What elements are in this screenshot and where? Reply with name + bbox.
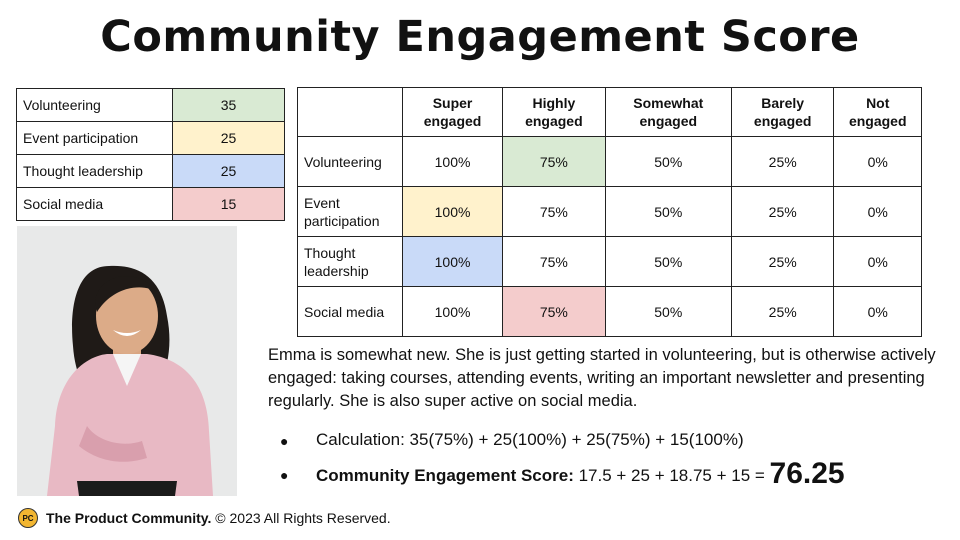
weight-row-thought-leadership: Thought leadership 25	[15, 154, 285, 188]
matrix-cell: 0%	[833, 286, 922, 337]
footer-brand: The Product Community.	[46, 510, 212, 526]
matrix-cell: 25%	[730, 186, 835, 237]
weight-value: 35	[172, 88, 285, 122]
matrix-row-volunteering: Volunteering 100% 75% 50% 25% 0%	[297, 136, 922, 187]
weight-label: Thought leadership	[15, 154, 174, 188]
header-highly-engaged: Highly engaged	[502, 87, 606, 137]
matrix-corner-cell	[297, 87, 403, 137]
header-super-engaged: Super engaged	[401, 87, 504, 137]
header-not-engaged: Not engaged	[833, 87, 922, 137]
matrix-header-row: Super engaged Highly engaged Somewhat en…	[297, 87, 922, 137]
matrix-row-label: Social media	[297, 286, 403, 337]
calculation-text: Calculation: 35(75%) + 25(100%) + 25(75%…	[316, 430, 744, 449]
matrix-cell: 50%	[604, 286, 732, 337]
footer: PC The Product Community. © 2023 All Rig…	[18, 506, 391, 530]
header-barely-engaged: Barely engaged	[730, 87, 835, 137]
weight-label: Event participation	[15, 121, 174, 155]
weight-row-social-media: Social media 15	[15, 187, 285, 221]
matrix-cell: 50%	[604, 136, 732, 187]
engagement-matrix-table: Super engaged Highly engaged Somewhat en…	[297, 87, 922, 337]
matrix-cell-highlighted: 75%	[502, 286, 606, 337]
matrix-cell-highlighted: 75%	[502, 136, 606, 187]
matrix-cell: 50%	[604, 186, 732, 237]
score-value: 76.25	[769, 457, 845, 490]
weight-value: 25	[172, 154, 285, 188]
matrix-cell: 0%	[833, 136, 922, 187]
description-paragraph: Emma is somewhat new. She is just gettin…	[268, 346, 936, 410]
matrix-row-social-media: Social media 100% 75% 50% 25% 0%	[297, 286, 922, 337]
matrix-cell: 75%	[502, 186, 606, 237]
matrix-cell: 0%	[833, 236, 922, 287]
matrix-row-label: Thought leadership	[297, 236, 403, 287]
footer-rights: © 2023 All Rights Reserved.	[211, 510, 391, 526]
matrix-row-thought-leadership: Thought leadership 100% 75% 50% 25% 0%	[297, 236, 922, 287]
matrix-cell: 25%	[730, 236, 835, 287]
weight-label: Social media	[15, 187, 174, 221]
score-formula: 17.5 + 25 + 18.75 + 15 =	[573, 466, 770, 485]
score-item: ● Community Engagement Score: 17.5 + 25 …	[280, 456, 940, 492]
portrait-photo	[17, 226, 237, 496]
weight-label: Volunteering	[15, 88, 174, 122]
matrix-cell-highlighted: 100%	[401, 236, 504, 287]
matrix-cell: 50%	[604, 236, 732, 287]
matrix-row-event-participation: Event participation 100% 75% 50% 25% 0%	[297, 186, 922, 237]
matrix-cell: 25%	[730, 136, 835, 187]
weights-table: Volunteering 35 Event participation 25 T…	[15, 88, 285, 221]
matrix-cell: 25%	[730, 286, 835, 337]
matrix-cell: 100%	[401, 136, 504, 187]
calculation-item: ● Calculation: 35(75%) + 25(100%) + 25(7…	[280, 426, 940, 456]
bullet-icon: ●	[280, 433, 289, 449]
bullet-icon: ●	[280, 467, 289, 483]
page-title: Community Engagement Score	[100, 12, 860, 62]
calculation-list: ● Calculation: 35(75%) + 25(100%) + 25(7…	[280, 426, 940, 492]
matrix-row-label: Event participation	[297, 186, 403, 237]
matrix-cell: 75%	[502, 236, 606, 287]
weight-value: 25	[172, 121, 285, 155]
matrix-cell-highlighted: 100%	[401, 186, 504, 237]
weight-row-event-participation: Event participation 25	[15, 121, 285, 155]
weight-row-volunteering: Volunteering 35	[15, 88, 285, 122]
header-somewhat-engaged: Somewhat engaged	[604, 87, 732, 137]
matrix-cell: 0%	[833, 186, 922, 237]
product-community-logo-icon: PC	[18, 508, 38, 528]
matrix-cell: 100%	[401, 286, 504, 337]
weight-value: 15	[172, 187, 285, 221]
portrait-illustration	[17, 226, 237, 496]
score-label: Community Engagement Score:	[316, 466, 574, 485]
matrix-row-label: Volunteering	[297, 136, 403, 187]
